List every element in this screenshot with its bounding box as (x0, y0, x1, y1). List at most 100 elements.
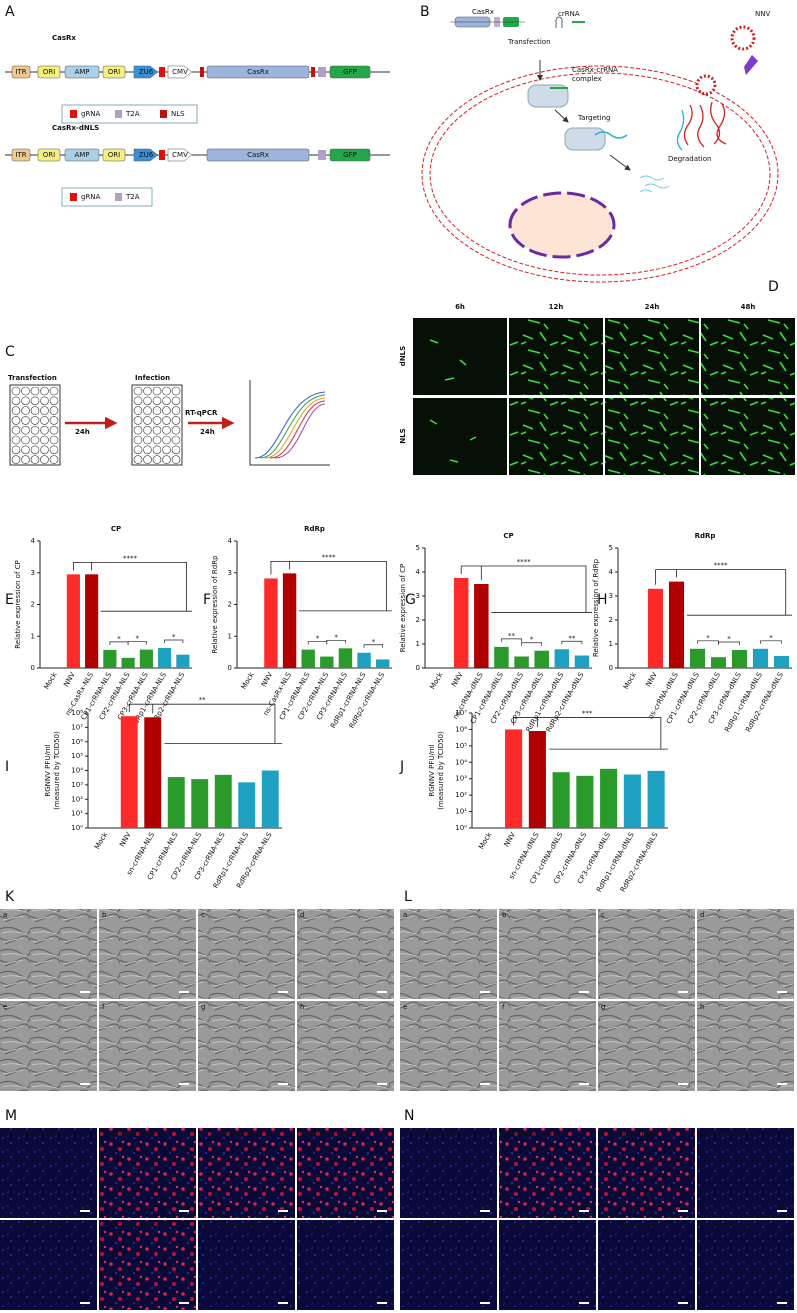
significance: * (136, 635, 140, 643)
y-tick-label: 1 (228, 632, 232, 640)
panel-label: F (203, 592, 211, 608)
micrograph (697, 1220, 794, 1310)
panel-label: N (404, 1108, 414, 1124)
micrograph (99, 909, 196, 999)
micrograph (0, 1220, 97, 1310)
bar (752, 648, 769, 668)
micrograph (198, 1001, 295, 1091)
micrograph (499, 909, 596, 999)
bracket (127, 641, 147, 645)
sublabel: c (601, 911, 605, 919)
scale-bar (777, 1302, 787, 1304)
sublabel: d (300, 911, 304, 919)
element-label: ORI (108, 68, 120, 76)
sublabel: b (102, 911, 107, 919)
panel-label: J (399, 759, 404, 775)
sublabel: g (601, 1003, 605, 1011)
element-label: ZU6 (139, 68, 154, 76)
cell-membrane (421, 65, 779, 283)
stain-label: RGNNV+DAPI (511, 1222, 559, 1230)
well (30, 396, 40, 406)
chart-title: CP (503, 532, 513, 540)
stain-label: RGNNV+DAPI (709, 1222, 757, 1230)
micrograph (400, 1128, 497, 1218)
scale-bar (377, 991, 387, 993)
panel-label: C (5, 344, 15, 360)
element (37, 65, 61, 79)
viral-rna (683, 101, 727, 148)
x-tick-label: Mock (622, 670, 639, 691)
well (21, 386, 30, 396)
bracket (460, 565, 592, 613)
panel-label: D (768, 279, 779, 295)
fluorescence-image (509, 318, 603, 395)
element (102, 65, 126, 79)
well (143, 416, 152, 425)
y-tick-label: 3 (416, 592, 420, 600)
bar (167, 777, 185, 828)
bracket (760, 640, 782, 644)
element (329, 65, 371, 79)
sublabel: e (3, 1003, 7, 1011)
y-axis-label: RGNNV PFU/ml(measured by TCID50) (428, 731, 445, 810)
stain-label: RGNNV+DAPI (610, 1130, 658, 1138)
y-axis-label-line: (measured by TCID50) (53, 731, 61, 810)
element-label: AMP (74, 151, 89, 159)
well (152, 445, 162, 455)
bracket (501, 638, 522, 642)
sublabel: b (502, 911, 507, 919)
curve (264, 397, 326, 459)
scale-bar (377, 1210, 387, 1212)
bar (375, 659, 390, 668)
plate (131, 384, 183, 466)
legend-label: NLS (171, 110, 185, 118)
casrx-complex (527, 84, 569, 108)
viral-rna (594, 131, 628, 139)
significance: * (334, 633, 338, 641)
significance: * (530, 636, 534, 644)
micrograph (297, 1128, 394, 1218)
fluorescence-image (605, 318, 699, 395)
curve (259, 394, 326, 459)
fluorescence-image (509, 398, 603, 475)
well (40, 406, 49, 415)
micrograph (198, 1128, 295, 1218)
sublabel: f (502, 1222, 505, 1230)
scale-bar (579, 1210, 589, 1212)
well (133, 416, 143, 425)
curve (274, 403, 326, 459)
well (152, 406, 162, 415)
legend-swatch (70, 110, 77, 118)
label: CasRx (472, 8, 494, 16)
y-tick-label: 10³ (71, 781, 83, 789)
label: crRNA (558, 10, 580, 18)
element-label: ORI (43, 151, 55, 159)
panel-label: B (420, 4, 430, 20)
well (49, 445, 59, 455)
legend-label: gRNA (81, 193, 101, 201)
significance: * (706, 634, 710, 642)
element (11, 65, 31, 79)
axis (249, 380, 330, 466)
well (11, 435, 21, 445)
fluorescence-image (413, 318, 507, 395)
panel-label: M (5, 1108, 17, 1124)
bar (144, 717, 162, 828)
panel-label: K (5, 889, 15, 905)
well (143, 386, 152, 396)
scale-bar (678, 1210, 688, 1212)
promoter (133, 65, 159, 79)
well (143, 455, 152, 464)
label: Transfection (8, 374, 57, 382)
sublabel: g (201, 1003, 205, 1011)
bracket (513, 717, 668, 750)
sublabel: h (300, 1003, 304, 1011)
sublabel: h (700, 1003, 704, 1011)
sublabel: g (201, 1222, 205, 1230)
chart-title: RdRp (695, 532, 716, 540)
significance: * (316, 635, 320, 643)
scale-bar (777, 991, 787, 993)
micrograph (400, 1001, 497, 1091)
scale-bar (80, 1210, 90, 1212)
y-tick-label: 2 (228, 601, 232, 609)
